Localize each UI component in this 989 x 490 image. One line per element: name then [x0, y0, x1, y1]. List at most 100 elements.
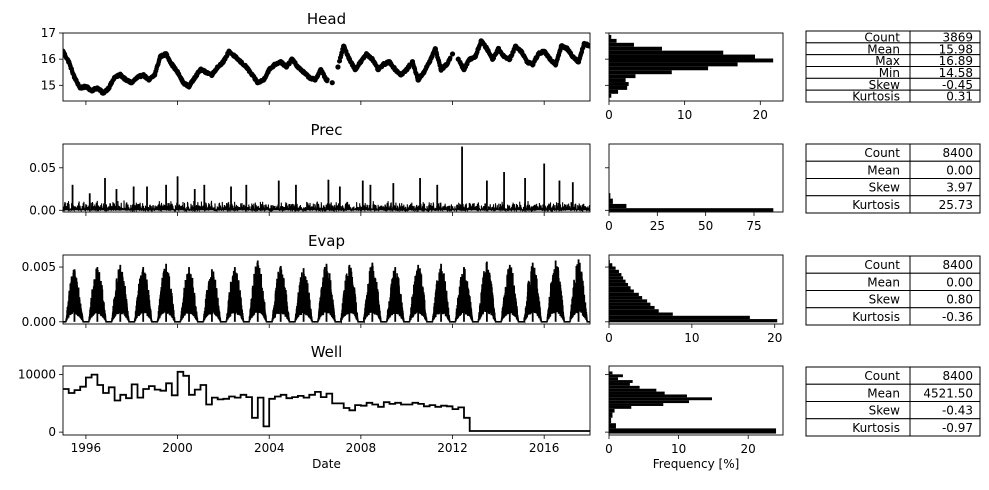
histogram-bar: [609, 309, 659, 313]
stats-label-count: Count: [864, 30, 900, 44]
axes-frame: [62, 365, 591, 436]
histogram-bar: [609, 208, 774, 212]
stats-label-kurtosis: Kurtosis: [852, 421, 900, 435]
stats-label-skew: Skew: [869, 293, 901, 307]
histogram-bar: [609, 408, 615, 413]
histogram-bar: [609, 385, 640, 389]
histogram-bar: [609, 46, 662, 51]
data-point: [335, 64, 341, 70]
x-tick-label: 50: [698, 219, 713, 233]
histogram-bar: [609, 276, 624, 280]
stats-label-count: Count: [864, 258, 900, 272]
panel-title: Head: [307, 10, 346, 28]
timeseries-panel-well: Well 0 10000 1996 2000 2004 2008 2012 2016 Date: [18, 343, 591, 471]
stats-label-kurtosis: Kurtosis: [852, 310, 900, 324]
stats-value-max: 16.89: [939, 54, 973, 68]
y-tick-label: 0.000: [22, 315, 56, 329]
stats-table-well: Count 8400 Mean 4521.50 Skew -0.43 Kurtosis -0.…: [805, 366, 981, 437]
stats-value-kurtosis: 25.73: [939, 198, 973, 212]
stats-value-skew: -0.43: [942, 404, 973, 418]
histogram-bar: [609, 405, 632, 409]
precip-series: [63, 200, 590, 212]
histogram-bar: [609, 296, 643, 300]
histogram-bar: [609, 428, 777, 434]
histogram-bar: [609, 377, 619, 381]
histogram-bars: [609, 371, 777, 434]
histogram-bars: [609, 259, 778, 323]
axes-frame: [608, 143, 784, 213]
axes-frame: [62, 32, 591, 102]
stats-label-skew: Skew: [869, 78, 901, 92]
histogram-bar: [609, 62, 738, 67]
stats-label-mean: Mean: [867, 386, 900, 400]
histogram-bar: [609, 371, 613, 375]
y-tick-label: 0.005: [22, 260, 56, 274]
stats-value-mean: 15.98: [939, 42, 973, 56]
histogram-bar: [609, 85, 628, 90]
x-tick-label: 20: [741, 442, 756, 456]
y-tick-label: 16: [41, 52, 56, 66]
histogram-bar: [609, 89, 619, 94]
histogram-bars: [609, 34, 774, 98]
histogram-bar: [609, 34, 612, 39]
histogram-bar: [609, 66, 709, 71]
x-tick-label: 10: [684, 331, 699, 345]
histogram-bar: [609, 269, 619, 274]
histogram-bar: [609, 397, 713, 401]
stats-label-mean: Mean: [867, 42, 900, 56]
stats-value-count: 8400: [942, 258, 973, 272]
stats-label-skew: Skew: [869, 181, 901, 195]
stats-label-min: Min: [879, 66, 900, 80]
y-tick-label: 15: [41, 78, 56, 92]
stats-value-skew: -0.45: [942, 78, 973, 92]
well-series: [63, 370, 590, 432]
axes-frame: [62, 143, 591, 213]
histogram-bar: [609, 394, 687, 398]
histogram-bar: [609, 193, 611, 199]
stats-label-kurtosis: Kurtosis: [852, 198, 900, 212]
stats-value-cell: [909, 89, 981, 103]
data-point: [449, 51, 456, 57]
histogram-bar: [609, 266, 616, 270]
histogram-bar: [609, 302, 651, 306]
histogram-bar: [609, 417, 612, 424]
series-head: [63, 38, 590, 96]
stats-value-count: 8400: [942, 369, 973, 383]
x-tick-label: 20: [767, 331, 782, 345]
histogram-bar: [609, 198, 613, 204]
x-tick-label: 2004: [254, 441, 285, 455]
x-tick-label: 0: [605, 331, 613, 345]
histogram-bar: [609, 400, 690, 404]
histogram-bar: [609, 82, 629, 86]
histogram-bar: [609, 423, 616, 429]
panel-title: Evap: [308, 232, 345, 250]
histogram-bar: [609, 58, 774, 63]
axes-frame: [608, 365, 784, 436]
histogram-bar: [609, 286, 631, 290]
histogram-panel-prec: 0 25 50 75: [605, 143, 784, 233]
y-tick-label: 0.00: [29, 203, 56, 217]
histogram-bar: [609, 403, 664, 406]
histogram-bar: [609, 289, 634, 293]
histogram-bar: [609, 203, 627, 209]
panel-title: Well: [311, 343, 343, 361]
x-tick-label: 2016: [529, 441, 560, 455]
x-axis-label: Date: [312, 457, 341, 471]
stats-value-cell: [909, 307, 981, 326]
y-tick-label: 17: [41, 26, 56, 40]
timeseries-panel-head: Head 15 16 17: [41, 10, 591, 105]
y-tick-label: 0: [48, 425, 56, 439]
stats-value-mean: 0.00: [946, 163, 973, 177]
stats-value-mean: 4521.50: [923, 386, 973, 400]
histogram-bar: [609, 315, 750, 320]
x-tick-label: 0: [605, 108, 613, 122]
x-tick-label: 10: [671, 442, 686, 456]
stats-label-count: Count: [864, 146, 900, 160]
histogram-bar: [609, 54, 756, 59]
x-tick-label: 20: [753, 108, 768, 122]
x-tick-label: 2000: [162, 441, 193, 455]
histogram-bar: [609, 299, 648, 303]
data-point-cloud: [63, 38, 590, 96]
